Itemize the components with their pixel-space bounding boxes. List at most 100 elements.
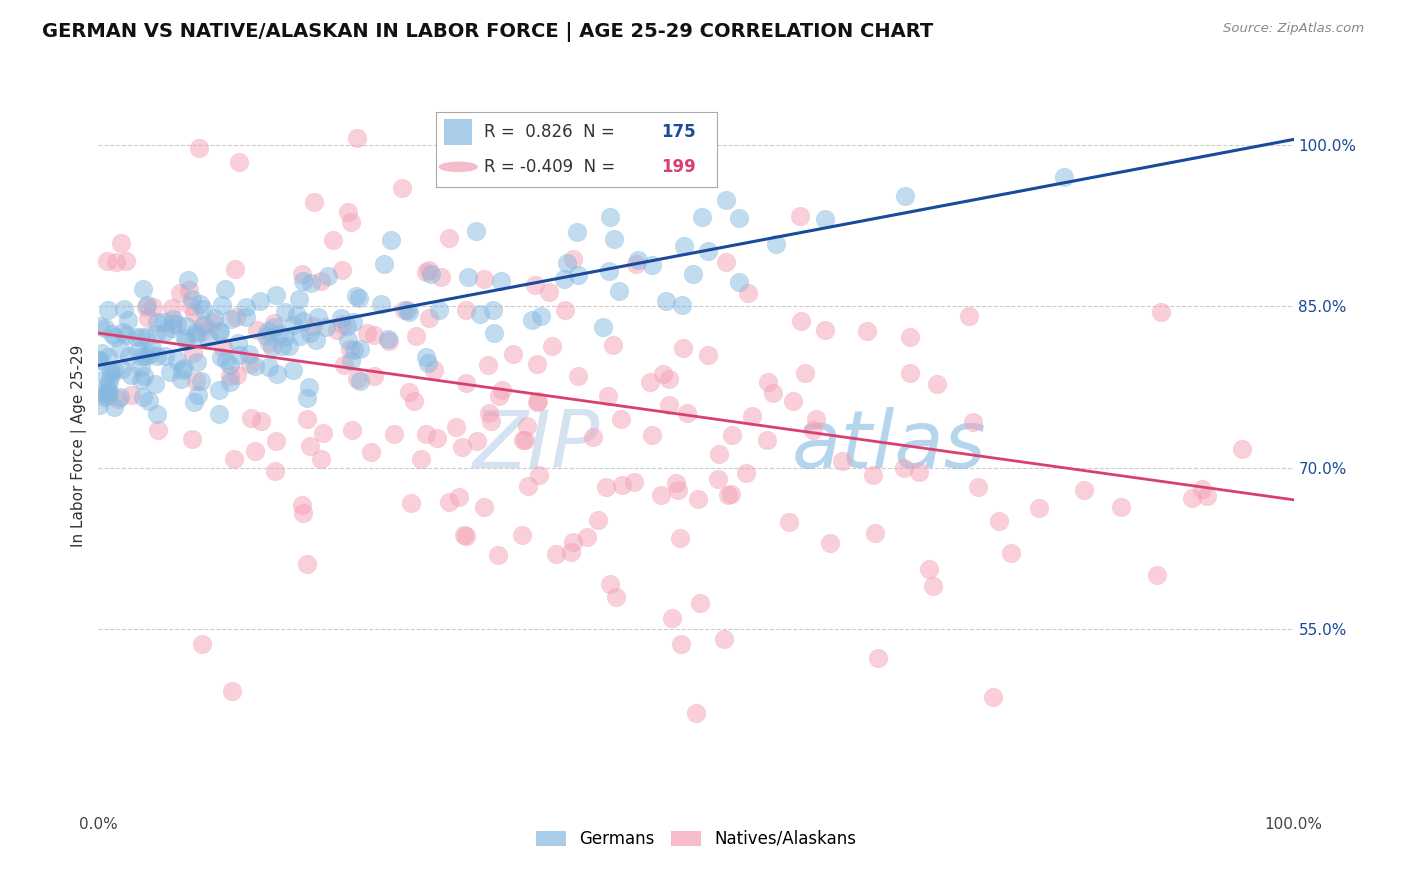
Point	[257, 324, 280, 338]
Point	[894, 189, 917, 203]
Point	[221, 684, 243, 698]
Point	[790, 314, 813, 328]
Point	[510, 528, 533, 542]
Point	[673, 239, 696, 253]
Point	[465, 434, 488, 448]
Point	[340, 215, 363, 229]
Point	[129, 359, 152, 374]
Point	[370, 297, 392, 311]
Point	[181, 346, 204, 360]
Point	[605, 590, 627, 604]
Point	[190, 325, 212, 339]
Point	[405, 329, 427, 343]
Point	[981, 690, 1004, 704]
Point	[93, 391, 115, 405]
Point	[482, 326, 505, 341]
Point	[264, 434, 287, 449]
Point	[918, 562, 941, 576]
Point	[322, 233, 344, 247]
Point	[285, 309, 308, 323]
Point	[183, 395, 205, 409]
Point	[169, 286, 191, 301]
Point	[166, 353, 188, 368]
Point	[689, 596, 711, 610]
Point	[707, 447, 730, 461]
Point	[129, 330, 152, 344]
Point	[197, 331, 219, 345]
Point	[271, 339, 294, 353]
Point	[260, 340, 283, 354]
Point	[426, 431, 449, 445]
Point	[658, 397, 681, 411]
Point	[782, 394, 804, 409]
Point	[728, 211, 751, 226]
Point	[526, 395, 548, 409]
Point	[330, 263, 353, 277]
Point	[658, 372, 681, 386]
Point	[814, 323, 837, 337]
Point	[477, 406, 499, 420]
Point	[112, 301, 135, 316]
Point	[789, 209, 811, 223]
Point	[87, 398, 110, 412]
Point	[209, 350, 232, 364]
Point	[249, 294, 271, 309]
Point	[544, 547, 567, 561]
Point	[153, 349, 176, 363]
Point	[266, 368, 288, 382]
Point	[530, 309, 553, 323]
Point	[118, 349, 141, 363]
Point	[283, 363, 305, 377]
Point	[669, 637, 692, 651]
Point	[1000, 546, 1022, 560]
Text: R = -0.409  N =: R = -0.409 N =	[484, 158, 620, 176]
Point	[415, 264, 437, 278]
Point	[183, 306, 205, 320]
Point	[756, 434, 779, 448]
Point	[224, 451, 246, 466]
Point	[215, 353, 238, 368]
Point	[274, 329, 297, 343]
Point	[398, 304, 420, 318]
Point	[554, 303, 576, 318]
Point	[264, 288, 287, 302]
Point	[470, 307, 492, 321]
Point	[555, 256, 578, 270]
Point	[94, 320, 117, 334]
Point	[176, 334, 198, 348]
Point	[108, 342, 131, 356]
Point	[186, 374, 208, 388]
Point	[136, 298, 159, 312]
Point	[333, 358, 356, 372]
Point	[224, 262, 246, 277]
Point	[401, 496, 423, 510]
Point	[336, 318, 359, 333]
Point	[184, 325, 207, 339]
Point	[340, 423, 363, 437]
Point	[741, 409, 763, 423]
Point	[228, 155, 250, 169]
Point	[240, 410, 263, 425]
Point	[697, 348, 720, 362]
Point	[146, 407, 169, 421]
Point	[292, 274, 315, 288]
Point	[418, 310, 440, 325]
Point	[1073, 483, 1095, 497]
Point	[456, 528, 478, 542]
Point	[87, 353, 110, 368]
Point	[454, 303, 477, 318]
Point	[299, 326, 322, 340]
Point	[295, 412, 318, 426]
Point	[309, 451, 332, 466]
Point	[349, 374, 371, 388]
Point	[360, 445, 382, 459]
Point	[211, 298, 233, 312]
Point	[174, 330, 197, 344]
Point	[134, 369, 156, 384]
Point	[96, 389, 118, 403]
Point	[305, 333, 328, 347]
Point	[332, 317, 354, 331]
Text: ZIP: ZIP	[472, 407, 600, 485]
Point	[103, 400, 125, 414]
Point	[427, 302, 450, 317]
